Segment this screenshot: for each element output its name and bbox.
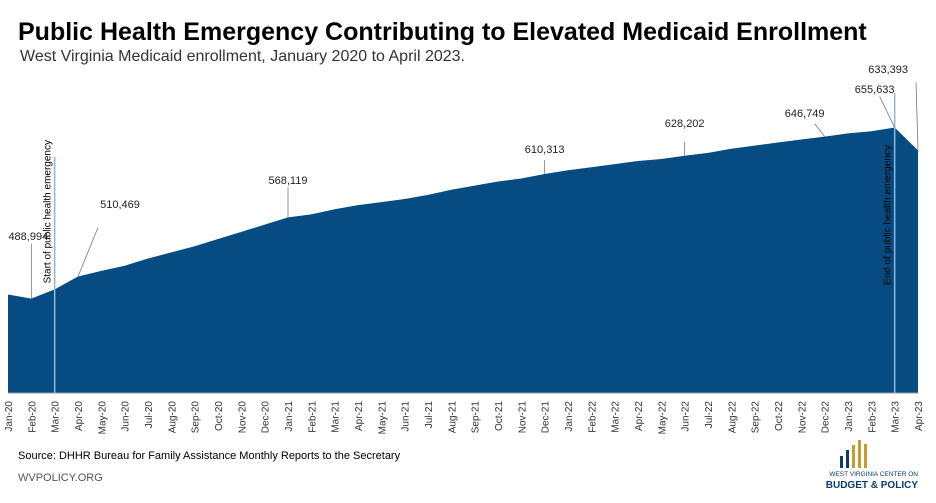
x-tick-label: Feb-23 <box>867 401 878 433</box>
leader-line <box>915 82 919 151</box>
x-tick-label: Oct-20 <box>214 401 225 431</box>
area <box>8 127 918 394</box>
x-tick-label: Jan-21 <box>284 401 295 432</box>
logo-name: BUDGET & POLICY <box>826 480 919 491</box>
x-tick-label: Feb-20 <box>27 401 38 433</box>
chart-subtitle: West Virginia Medicaid enrollment, Janua… <box>20 48 465 65</box>
x-tick-label: Mar-20 <box>51 401 62 433</box>
annotation-label: Start of public health emergency <box>43 140 54 283</box>
logo-line: WEST VIRGINIA CENTER ON <box>829 471 918 478</box>
value-label: 628,202 <box>665 118 705 130</box>
x-tick-label: Mar-22 <box>611 401 622 433</box>
x-tick-label: Mar-23 <box>891 401 902 433</box>
x-tick-label: Jan-22 <box>564 401 575 432</box>
x-tick-label: May-21 <box>377 401 388 435</box>
value-label: 655,633 <box>855 84 895 96</box>
x-tick-label: Mar-21 <box>331 401 342 433</box>
x-tick-label: Dec-20 <box>261 401 272 434</box>
logo-bars <box>840 440 867 468</box>
x-tick-label: Sep-22 <box>751 401 762 434</box>
x-tick-label: Jul-20 <box>144 401 155 429</box>
value-label: 646,749 <box>785 108 825 120</box>
value-label: 510,469 <box>100 199 140 211</box>
x-tick-label: Aug-22 <box>727 401 738 434</box>
value-label: 633,393 <box>868 64 908 76</box>
footer: WVPOLICY.ORG <box>18 472 103 484</box>
x-tick-label: Sep-21 <box>471 401 482 434</box>
x-tick-label: Aug-21 <box>447 401 458 434</box>
chart-title: Public Health Emergency Contributing to … <box>18 18 867 46</box>
x-tick-label: May-22 <box>657 401 668 435</box>
x-tick-label: Nov-21 <box>517 401 528 434</box>
x-tick-label: Apr-23 <box>914 401 925 431</box>
x-tick-label: Apr-20 <box>74 401 85 431</box>
x-tick-label: Nov-20 <box>237 401 248 434</box>
x-tick-label: Apr-21 <box>354 401 365 431</box>
annotation-label: End of public health emergency <box>883 145 894 285</box>
leader-line <box>77 227 99 277</box>
value-label: 610,313 <box>525 144 565 156</box>
x-tick-label: Jan-23 <box>844 401 855 432</box>
leader-line <box>879 96 896 128</box>
x-tick-label: May-20 <box>97 401 108 435</box>
x-tick-label: Dec-21 <box>541 401 552 434</box>
x-tick-label: Dec-22 <box>821 401 832 434</box>
leader-line <box>814 123 825 137</box>
source: Source: DHHR Bureau for Family Assistanc… <box>18 450 401 462</box>
x-tick-label: Jun-21 <box>401 401 412 432</box>
x-tick-label: Oct-22 <box>774 401 785 431</box>
x-tick-label: Jun-22 <box>681 401 692 432</box>
x-tick-label: Feb-21 <box>307 401 318 433</box>
x-tick-label: Aug-20 <box>167 401 178 434</box>
x-tick-label: Jun-20 <box>121 401 132 432</box>
x-tick-label: Sep-20 <box>191 401 202 434</box>
value-label: 568,119 <box>269 175 308 187</box>
x-tick-label: Nov-22 <box>797 401 808 434</box>
x-tick-label: Jul-22 <box>704 401 715 429</box>
x-tick-label: Jan-20 <box>4 401 15 432</box>
x-tick-label: Oct-21 <box>494 401 505 431</box>
x-tick-label: Feb-22 <box>587 401 598 433</box>
value-label: 488,994 <box>8 231 48 243</box>
x-tick-label: Jul-21 <box>424 401 435 429</box>
x-tick-label: Apr-22 <box>634 401 645 431</box>
